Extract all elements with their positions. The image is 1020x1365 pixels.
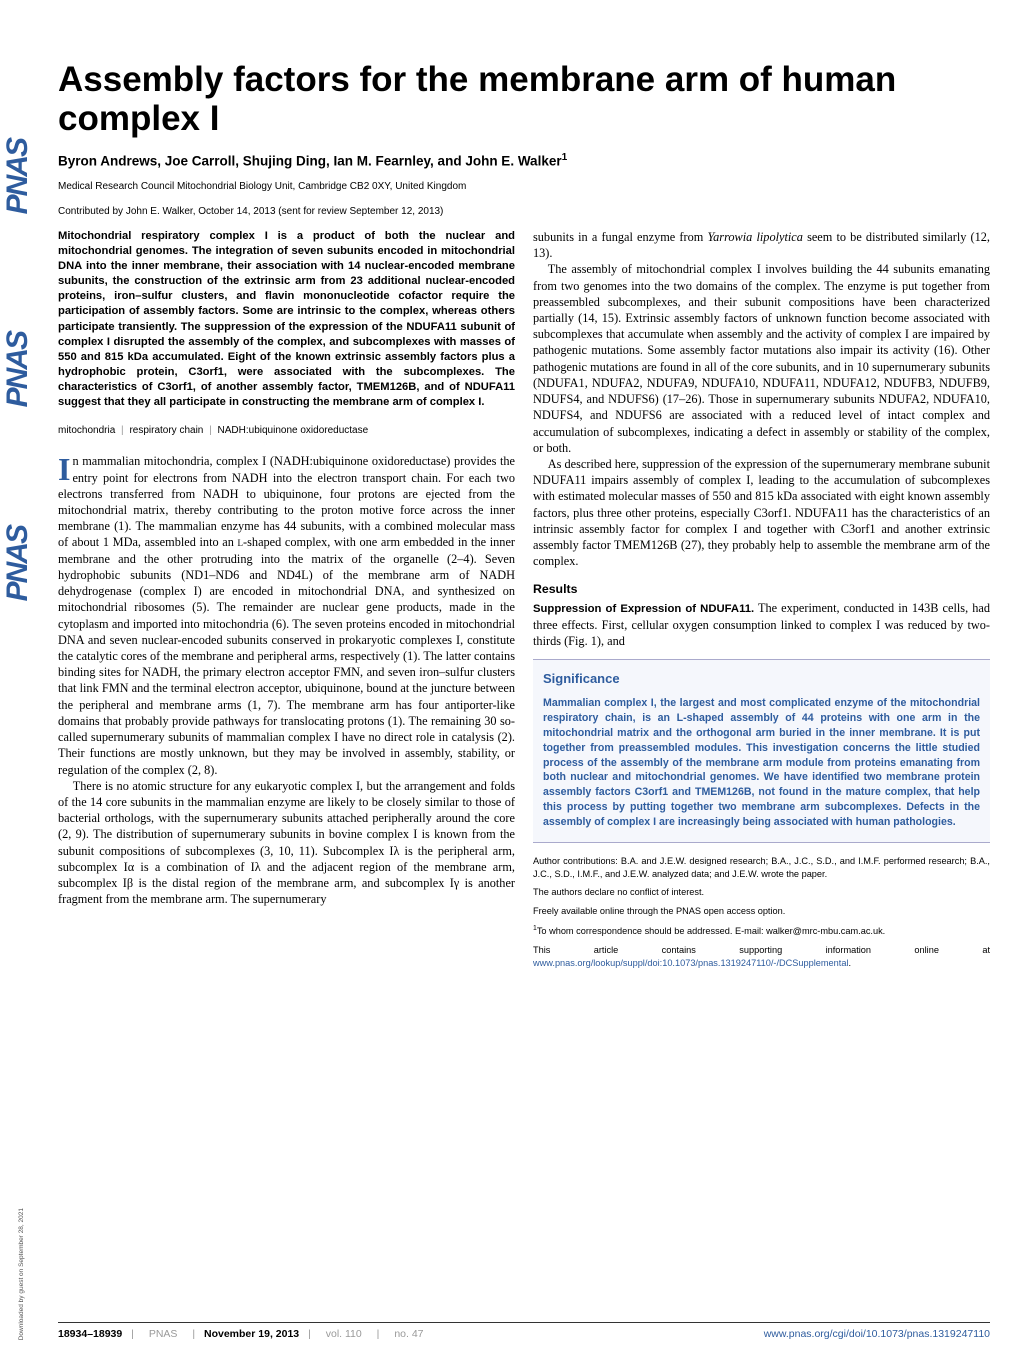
pipe-icon: | [308,1328,311,1340]
two-column-layout: Mitochondrial respiratory complex I is a… [58,229,990,976]
keyword: NADH:ubiquinone oxidoreductase [218,425,369,436]
r-p1a: subunits in a fungal enzyme from [533,230,707,244]
runner-no: no. 47 [394,1328,423,1340]
runner-vol: vol. 110 [326,1328,362,1340]
pipe-icon: | [192,1328,195,1340]
runner-pages: 18934–18939 [58,1328,122,1340]
pipe-icon: | [209,425,212,436]
footnotes: Author contributions: B.A. and J.E.W. de… [533,855,990,970]
species-name: Yarrowia lipolytica [707,230,802,244]
significance-title: Significance [543,670,980,687]
contributed-line: Contributed by John E. Walker, October 1… [58,206,990,217]
r-p2: The assembly of mitochondrial complex I … [533,261,990,456]
keyword: mitochondria [58,425,115,436]
runner-date: November 19, 2013 [204,1328,299,1340]
corr-text: To whom correspondence should be address… [537,926,885,936]
results-heading: Results [533,581,990,597]
r-p3: As described here, suppression of the ex… [533,456,990,570]
body-text-right: subunits in a fungal enzyme from Yarrowi… [533,229,990,649]
pnas-logo-segment: PNAS [1,526,35,601]
runner-right: www.pnas.org/cgi/doi/10.1073/pnas.131924… [764,1328,990,1340]
abstract: Mitochondrial respiratory complex I is a… [58,229,515,410]
dropcap: I [58,453,72,482]
open-access-note: Freely available online through the PNAS… [533,905,990,918]
significance-box: Significance Mammalian complex I, the la… [533,659,990,843]
pnas-logo-sidebar: PNAS PNAS PNAS [0,80,35,660]
pnas-logo-segment: PNAS [1,332,35,407]
si-link[interactable]: www.pnas.org/lookup/suppl/doi:10.1073/pn… [533,958,848,968]
pipe-icon: | [131,1328,134,1340]
article-title: Assembly factors for the membrane arm of… [58,60,990,138]
author-contributions: Author contributions: B.A. and J.E.W. de… [533,855,990,881]
page-footer-runner: 18934–18939 | PNAS | November 19, 2013 |… [58,1322,990,1340]
right-column: subunits in a fungal enzyme from Yarrowi… [533,229,990,976]
page-content: Assembly factors for the membrane arm of… [58,60,990,1340]
body-text-left: In mammalian mitochondria, complex I (NA… [58,453,515,907]
corresponding-sup: 1 [562,152,568,163]
runner-doi-link[interactable]: www.pnas.org/cgi/doi/10.1073/pnas.131924… [764,1328,990,1340]
authors-line: Byron Andrews, Joe Carroll, Shujing Ding… [58,152,990,169]
supporting-info-note: This article contains supporting informa… [533,944,990,970]
p1-rest: -shaped complex, with one arm embedded i… [58,535,515,776]
pipe-icon: | [377,1328,380,1340]
p2: There is no atomic structure for any euk… [58,778,515,908]
download-watermark: Downloaded by guest on September 28, 202… [18,1208,25,1340]
authors-names: Byron Andrews, Joe Carroll, Shujing Ding… [58,154,562,169]
correspondence-note: 1To whom correspondence should be addres… [533,924,990,938]
keywords-line: mitochondria | respiratory chain | NADH:… [58,424,515,437]
left-column: Mitochondrial respiratory complex I is a… [58,229,515,976]
pipe-icon: | [121,425,124,436]
affiliation: Medical Research Council Mitochondrial B… [58,181,990,192]
si-text-b: . [848,958,851,968]
runner-journal: PNAS [149,1328,178,1340]
pnas-logo-segment: PNAS [1,139,35,214]
keyword: respiratory chain [129,425,203,436]
results-runin: Suppression of Expression of NDUFA11. [533,603,754,615]
conflict-statement: The authors declare no conflict of inter… [533,886,990,899]
significance-body: Mammalian complex I, the largest and mos… [543,696,980,829]
runner-left: 18934–18939 | PNAS | November 19, 2013 |… [58,1328,430,1340]
si-text-a: This article contains supporting informa… [533,945,990,955]
